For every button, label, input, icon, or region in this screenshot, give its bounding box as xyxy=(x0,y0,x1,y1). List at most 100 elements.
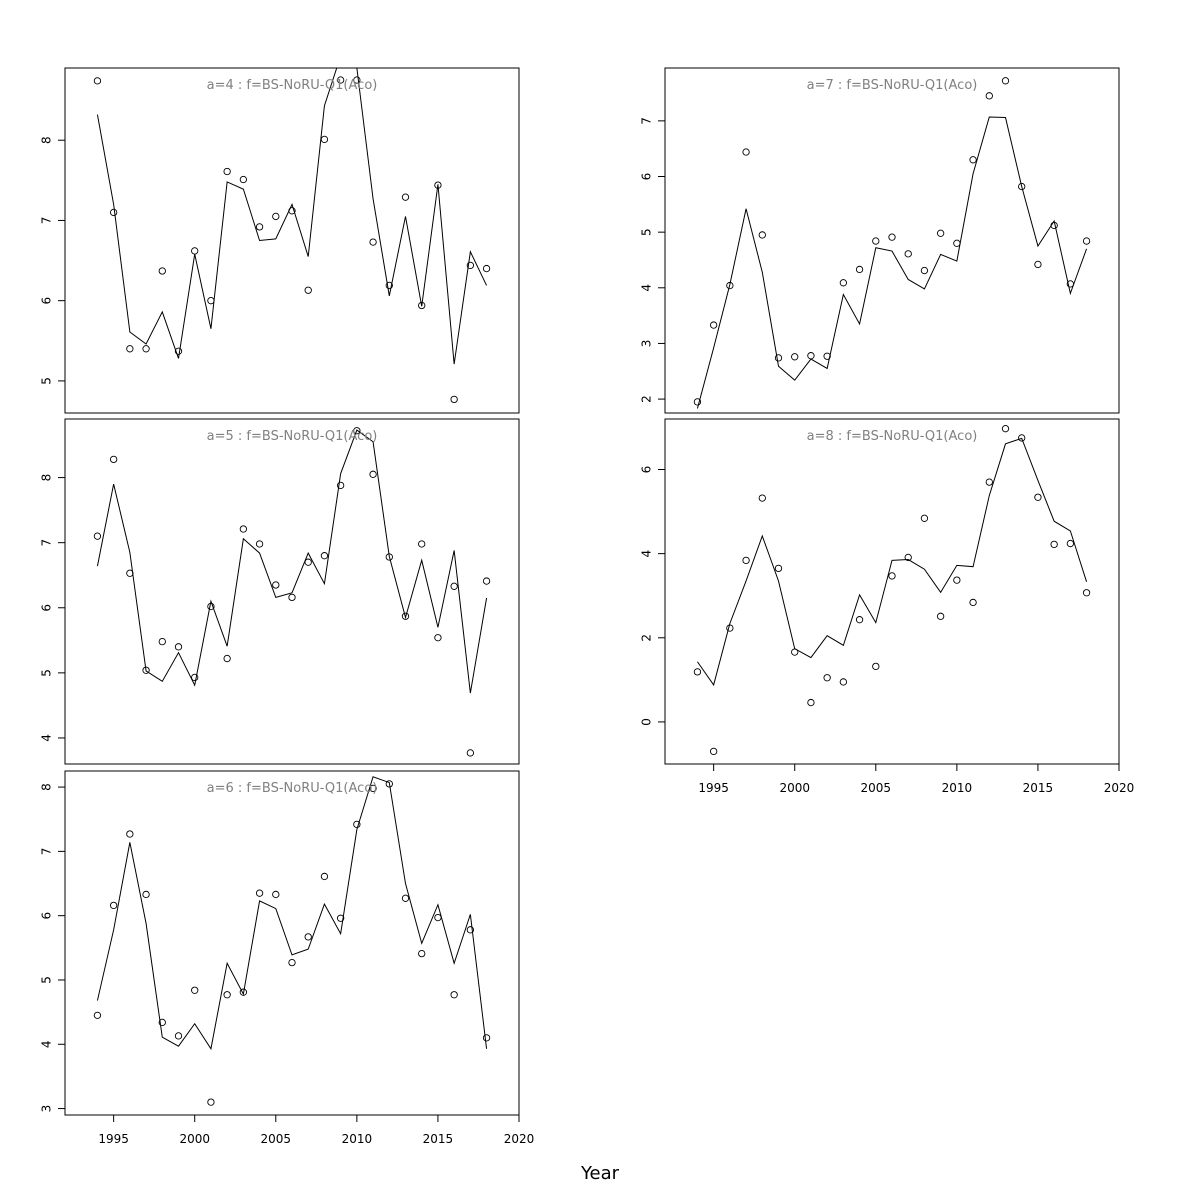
panel-a7-point xyxy=(920,266,929,275)
panel-a8-point xyxy=(969,598,977,607)
panel-a8-point xyxy=(807,698,815,707)
panel-a6-xtick-label: 2000 xyxy=(179,1132,210,1146)
panel-a8: a=8 : f=BS-NoRU-Q1(Aco) 0 2 4 6 1995 2000 2005 2… xyxy=(640,418,1135,795)
panel-a4: a=4 : f=BS-NoRU-Q1(Aco) 5 6 7 8 xyxy=(40,67,520,414)
panel-a5-frame xyxy=(64,418,520,765)
panel-a5-point xyxy=(450,582,458,590)
panel-a4-ytick-label: 5 xyxy=(40,377,54,385)
panel-a7-ytick-label: 4 xyxy=(640,284,654,292)
panel-a6-ytick-label: 5 xyxy=(40,976,54,984)
panel-a6-ytick-label: 7 xyxy=(40,848,54,856)
panel-a8-point xyxy=(872,662,880,671)
panel-a8-xtick-label: 2010 xyxy=(942,781,973,795)
panel-a4-point xyxy=(450,395,458,404)
panel-a6-xtick-label: 2010 xyxy=(342,1132,373,1146)
panel-a6-point xyxy=(401,894,410,902)
panel-a4-point xyxy=(174,347,183,355)
panel-a8-xtick-label: 1995 xyxy=(698,781,729,795)
panel-a6-point xyxy=(255,889,264,897)
panel-a8-point xyxy=(920,514,929,522)
panel-a8-fitted-line xyxy=(697,437,1088,687)
panel-a4-point xyxy=(142,345,150,353)
panel-a6-fitted-line xyxy=(96,776,488,1051)
panel-a6-ytick-label: 4 xyxy=(40,1040,54,1048)
panel-a5-point xyxy=(369,470,377,478)
panel-a4-point xyxy=(255,223,264,231)
panel-a8-xtick-label: 2020 xyxy=(1104,781,1135,795)
panel-a8-point xyxy=(1082,589,1091,597)
panel-a5-point xyxy=(401,612,410,620)
panel-a5-ytick-label: 6 xyxy=(40,604,54,612)
panel-a6-point xyxy=(207,1098,215,1106)
panel-a4-point xyxy=(304,286,312,294)
panel-a8-xtick-label: 2015 xyxy=(1023,781,1054,795)
panel-a8-point xyxy=(1034,493,1042,501)
panel-a5-fitted-line xyxy=(96,429,488,694)
panel-a8-point xyxy=(985,478,993,486)
panel-a6-point xyxy=(272,890,280,899)
panel-a8-frame xyxy=(664,418,1120,765)
panel-a6-xtick-label: 2020 xyxy=(504,1132,535,1146)
panel-a4-point xyxy=(158,267,166,275)
panel-a7-ytick-label: 2 xyxy=(640,395,654,403)
panel-a6-point xyxy=(336,914,345,922)
panel-a4-ytick-label: 7 xyxy=(40,217,54,225)
panel-a7-point xyxy=(709,321,718,329)
panel-a5-point xyxy=(158,637,166,646)
panel-a7-point xyxy=(774,354,783,362)
panel-a6-point xyxy=(126,830,134,838)
panel-a7-point xyxy=(936,229,945,237)
panel-a6-ytick-label: 8 xyxy=(40,783,54,791)
panel-a5-point xyxy=(418,540,426,548)
panel-a5-point xyxy=(109,455,118,464)
panel-a6-point xyxy=(482,1034,491,1042)
panel-a7-point xyxy=(985,92,993,100)
panel-a4-title: a=4 : f=BS-NoRU-Q1(Aco) xyxy=(207,78,378,93)
panel-a8-point xyxy=(758,494,766,502)
panel-a6-xtick-label: 1995 xyxy=(98,1132,129,1146)
panel-a4-frame xyxy=(64,67,520,414)
panel-a6-ytick-label: 6 xyxy=(40,912,54,920)
panel-a5-title: a=5 : f=BS-NoRU-Q1(Aco) xyxy=(207,429,378,444)
panel-a8-xtick-label: 2005 xyxy=(861,781,892,795)
panel-a8-point xyxy=(774,564,783,573)
panel-a8-point xyxy=(1050,540,1058,549)
panel-a7-point xyxy=(888,233,896,241)
panel-a5-ytick-label: 7 xyxy=(40,539,54,547)
panel-a5-point xyxy=(336,481,345,490)
panel-a5-point xyxy=(191,673,199,682)
panel-a7-point xyxy=(791,353,799,361)
panel-a5-point xyxy=(239,525,248,533)
panel-a8-data xyxy=(693,425,1091,756)
panel-a8-point xyxy=(904,553,912,562)
panel-a5-point xyxy=(93,532,102,540)
panel-a8-point xyxy=(693,668,702,676)
panel-a8-xtick-label: 2000 xyxy=(779,781,810,795)
panel-a8-point xyxy=(953,576,961,584)
panel-a6-point xyxy=(353,820,361,829)
panel-a4-point xyxy=(223,167,231,176)
panel-a6-xtick-label: 2015 xyxy=(423,1132,454,1146)
panel-a6-point xyxy=(239,988,248,996)
panel-a5-point xyxy=(353,427,361,435)
panel-a4-point xyxy=(418,301,426,310)
panel-a7-point xyxy=(904,250,912,258)
panel-a7-point xyxy=(855,265,864,274)
panel-a8-ytick-label: 0 xyxy=(640,718,654,726)
panel-a4-point xyxy=(126,345,134,353)
panel-a5-point xyxy=(466,749,475,757)
panel-a6-point xyxy=(158,1018,166,1027)
panel-a8-point xyxy=(1018,434,1026,442)
panel-a7-point xyxy=(693,398,702,406)
panel-a7-title: a=7 : f=BS-NoRU-Q1(Aco) xyxy=(807,78,978,93)
panel-a4-point xyxy=(239,175,248,184)
panel-a7-point xyxy=(823,352,831,360)
panel-a5-point xyxy=(142,666,150,674)
panel-a8-point xyxy=(1066,539,1075,548)
panel-a7-point xyxy=(872,237,880,245)
panel-a6: a=6 : f=BS-NoRU-Q1(Aco) 3 4 5 6 7 8 1995 2000 200… xyxy=(40,770,535,1146)
panel-a5-ytick-label: 4 xyxy=(40,734,54,742)
panel-a6-point xyxy=(320,872,329,881)
panel-a4-ytick-label: 6 xyxy=(40,297,54,305)
panel-a4-ytick-label: 8 xyxy=(40,136,54,144)
